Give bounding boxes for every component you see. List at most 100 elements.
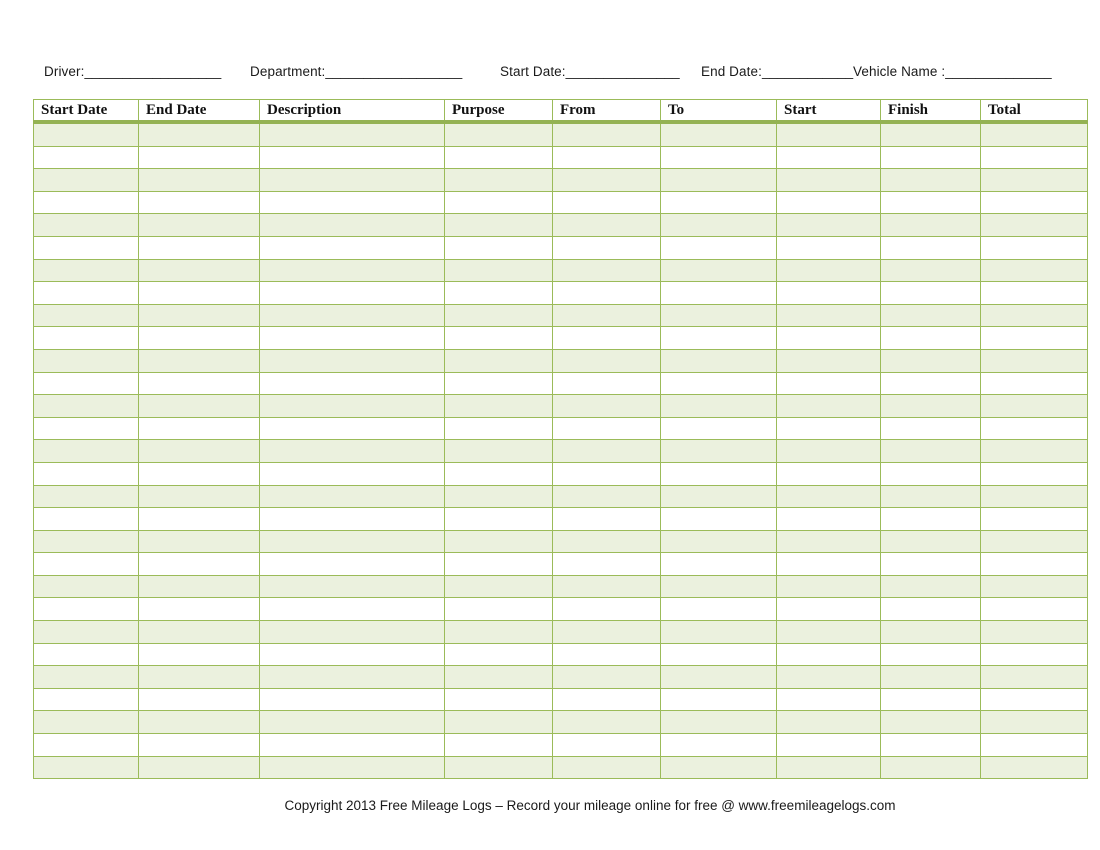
table-cell <box>33 507 139 531</box>
table-cell <box>138 121 260 147</box>
table-cell <box>776 574 881 599</box>
table-cell <box>660 326 777 350</box>
table-cell <box>138 168 260 192</box>
table-row <box>33 258 1088 283</box>
table-cell <box>660 733 777 757</box>
table-cell <box>138 755 260 780</box>
table-cell <box>980 529 1088 554</box>
table-cell <box>776 416 881 441</box>
table-row <box>33 348 1088 373</box>
table-cell <box>444 733 553 757</box>
table-cell <box>552 394 661 418</box>
table-cell <box>259 665 445 689</box>
table-row <box>33 190 1088 215</box>
table-cell <box>259 348 445 373</box>
table-cell <box>259 755 445 780</box>
table-cell <box>444 620 553 644</box>
table-cell <box>138 461 260 486</box>
table-cell <box>33 642 139 667</box>
table-cell <box>880 507 981 531</box>
table-cell <box>552 665 661 689</box>
table-row <box>33 371 1088 396</box>
table-cell <box>776 484 881 509</box>
table-cell <box>880 529 981 554</box>
table-cell <box>776 642 881 667</box>
table-cell <box>776 461 881 486</box>
table-cell <box>33 371 139 396</box>
table-cell <box>660 597 777 622</box>
table-cell <box>259 145 445 170</box>
header-purpose: Purpose <box>444 99 553 124</box>
table-cell <box>259 642 445 667</box>
table-cell <box>880 416 981 441</box>
table-cell <box>259 710 445 735</box>
table-cell <box>660 529 777 554</box>
table-cell <box>33 121 139 147</box>
table-cell <box>776 687 881 712</box>
start-date-field: Start Date:_______________ <box>500 64 680 79</box>
table-cell <box>776 121 881 147</box>
table-cell <box>880 552 981 576</box>
table-cell <box>259 394 445 418</box>
table-cell <box>776 348 881 373</box>
table-cell <box>552 235 661 260</box>
table-cell <box>980 507 1088 531</box>
table-cell <box>880 121 981 147</box>
table-cell <box>980 710 1088 735</box>
table-cell <box>880 620 981 644</box>
table-cell <box>776 235 881 260</box>
table-cell <box>33 145 139 170</box>
table-cell <box>776 281 881 305</box>
table-row <box>33 281 1088 305</box>
table-cell <box>660 439 777 463</box>
table-cell <box>980 235 1088 260</box>
table-cell <box>552 642 661 667</box>
table-row <box>33 326 1088 350</box>
table-cell <box>880 190 981 215</box>
table-cell <box>33 574 139 599</box>
table-cell <box>776 303 881 328</box>
table-cell <box>552 755 661 780</box>
table-cell <box>980 303 1088 328</box>
table-cell <box>776 597 881 622</box>
table-row <box>33 507 1088 531</box>
table-cell <box>444 665 553 689</box>
table-cell <box>552 213 661 237</box>
table-cell <box>660 755 777 780</box>
table-cell <box>880 303 981 328</box>
table-cell <box>776 755 881 780</box>
table-cell <box>552 303 661 328</box>
table-cell <box>980 642 1088 667</box>
table-cell <box>33 665 139 689</box>
table-cell <box>880 687 981 712</box>
table-cell <box>444 281 553 305</box>
table-cell <box>980 620 1088 644</box>
table-cell <box>444 303 553 328</box>
table-row <box>33 665 1088 689</box>
table-cell <box>980 755 1088 780</box>
table-cell <box>980 439 1088 463</box>
table-cell <box>980 597 1088 622</box>
table-cell <box>660 394 777 418</box>
table-cell <box>259 574 445 599</box>
table-cell <box>880 145 981 170</box>
table-cell <box>660 620 777 644</box>
table-cell <box>980 665 1088 689</box>
table-row <box>33 597 1088 622</box>
table-cell <box>776 439 881 463</box>
header-from: From <box>552 99 661 124</box>
table-cell <box>259 303 445 328</box>
table-cell <box>33 348 139 373</box>
table-cell <box>552 574 661 599</box>
table-cell <box>444 507 553 531</box>
table-cell <box>33 687 139 712</box>
table-cell <box>552 371 661 396</box>
table-cell <box>660 371 777 396</box>
table-cell <box>980 326 1088 350</box>
table-cell <box>660 687 777 712</box>
header-total: Total <box>980 99 1088 124</box>
table-cell <box>33 439 139 463</box>
table-row <box>33 145 1088 170</box>
table-cell <box>259 213 445 237</box>
